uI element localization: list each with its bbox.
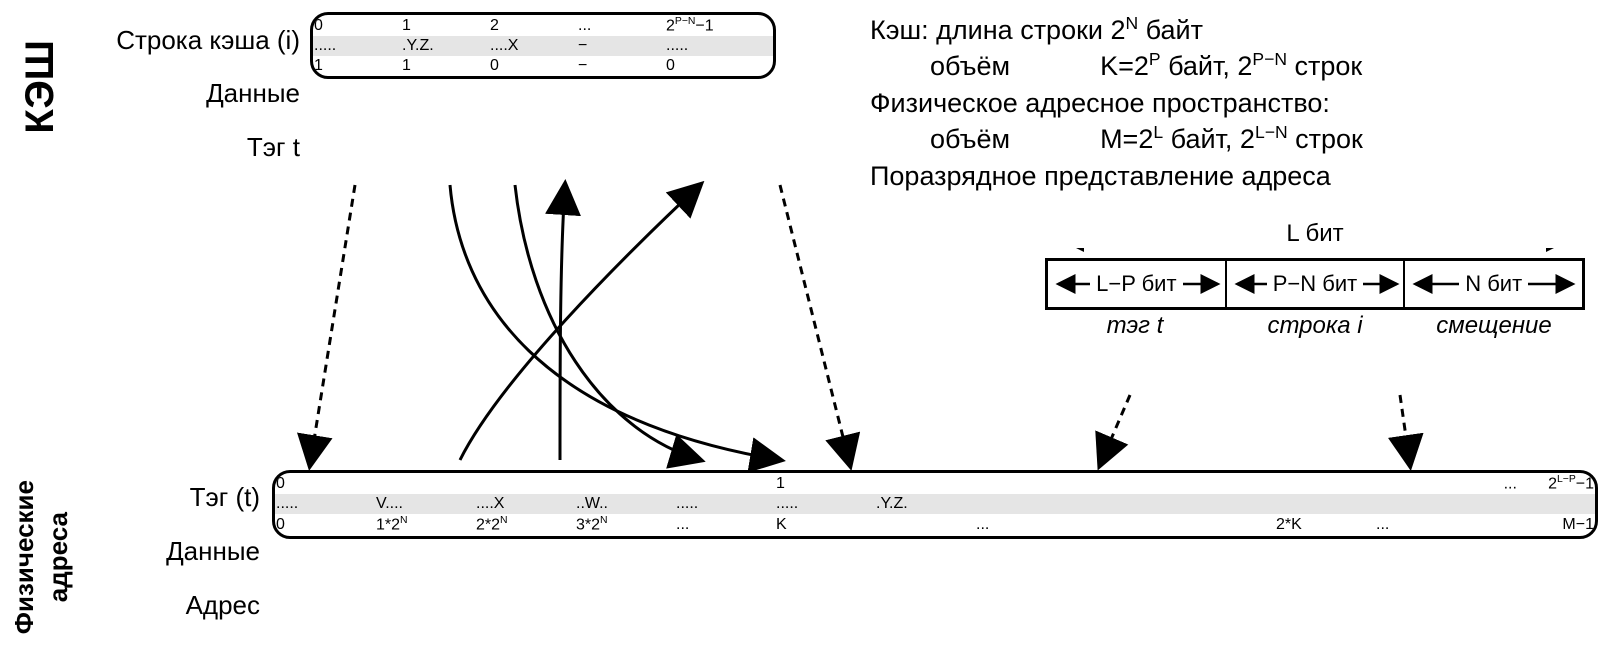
phys-data-cell: ..W.. <box>575 494 675 514</box>
phys-addr-cell: ... <box>675 514 775 535</box>
phys-row-label-0: Тэг (t) <box>90 482 260 513</box>
phys-addr-cell: M−1 <box>1475 514 1595 535</box>
phys-addr-cell: ... <box>975 514 1075 535</box>
phys-data-cell <box>1075 494 1175 514</box>
cache-cell: ..... <box>313 36 401 56</box>
info-text: Кэш: длина строки 2N байт объём K=2P бай… <box>870 12 1610 194</box>
phys-table-wrap: 01... 2L−P−1.....V........X..W..........… <box>272 470 1598 539</box>
cache-cell: 1 <box>313 56 401 76</box>
cache-cell: 2 <box>489 15 577 36</box>
cache-cell: − <box>577 56 665 76</box>
cache-cell: − <box>577 36 665 56</box>
phys-addr-cell <box>1175 514 1275 535</box>
cache-cell: .Y.Z. <box>401 36 489 56</box>
info-line: Физическое адресное пространство: <box>870 85 1610 121</box>
bitfield-cell: P−N бит <box>1227 261 1406 307</box>
info-line: Поразрядное представление адреса <box>870 158 1610 194</box>
phys-data-cell <box>975 494 1075 514</box>
cache-vertical-label: КЭШ <box>18 40 63 134</box>
phys-addr-cell: ... <box>1375 514 1475 535</box>
phys-addr-cell: 2*K <box>1275 514 1375 535</box>
phys-table: 01... 2L−P−1.....V........X..W..........… <box>275 473 1595 536</box>
cache-cell: 2P−N−1 <box>665 15 773 36</box>
phys-data-cell: ....X <box>475 494 575 514</box>
phys-data-cell: ..... <box>275 494 375 514</box>
cache-cell: ... <box>577 15 665 36</box>
phys-addr-cell: K <box>775 514 875 535</box>
phys-vertical-label: Физические адреса <box>8 480 76 634</box>
cache-cell: 1 <box>401 56 489 76</box>
phys-tag-cell: ... 2L−P−1 <box>1275 473 1595 494</box>
info-line: объём K=2P байт, 2P−N строк <box>870 48 1610 84</box>
cache-cell: 1 <box>401 15 489 36</box>
phys-data-cell: ..... <box>675 494 775 514</box>
cache-cell: 0 <box>489 56 577 76</box>
cache-row-label-0: Строка кэша (i) <box>70 25 300 56</box>
phys-addr-cell: 0 <box>275 514 375 535</box>
info-line: Кэш: длина строки 2N байт <box>870 12 1610 48</box>
phys-addr-cell: 2*2N <box>475 514 575 535</box>
cache-table: 012...2P−N−1......Y.Z.....X−.....110−0 <box>313 15 773 76</box>
info-line: объём M=2L байт, 2L−N строк <box>870 121 1610 157</box>
bitfield-cell: L−P бит <box>1048 261 1227 307</box>
phys-data-cell: ..... <box>775 494 875 514</box>
phys-data-cell: V.... <box>375 494 475 514</box>
lbit-span: L бит <box>1045 222 1585 252</box>
bitfield-label: строка i <box>1225 312 1405 340</box>
bitfield: L−P битP−N битN бит <box>1045 258 1585 310</box>
cache-cell: 0 <box>665 56 773 76</box>
phys-tag-cell: 0 <box>275 473 775 494</box>
phys-data-cell: .Y.Z. <box>875 494 975 514</box>
cache-cell: ....X <box>489 36 577 56</box>
phys-addr-cell <box>875 514 975 535</box>
phys-data-cell <box>1475 494 1595 514</box>
phys-row-label-2: Адрес <box>90 590 260 621</box>
phys-data-cell <box>1375 494 1475 514</box>
cache-row-label-2: Тэг t <box>70 132 300 163</box>
phys-addr-cell: 1*2N <box>375 514 475 535</box>
phys-data-cell <box>1175 494 1275 514</box>
phys-tag-cell: 1 <box>775 473 1275 494</box>
phys-data-cell <box>1275 494 1375 514</box>
bitfield-bottom-labels: тэг tстрока iсмещение <box>1045 312 1585 340</box>
cache-table-wrap: 012...2P−N−1......Y.Z.....X−.....110−0 <box>310 12 776 79</box>
cache-cell: 0 <box>313 15 401 36</box>
phys-addr-cell <box>1075 514 1175 535</box>
bitfield-label: смещение <box>1405 312 1583 340</box>
phys-addr-cell: 3*2N <box>575 514 675 535</box>
phys-row-label-1: Данные <box>90 536 260 567</box>
cache-cell: ..... <box>665 36 773 56</box>
cache-row-label-1: Данные <box>70 78 300 109</box>
bitfield-label: тэг t <box>1045 312 1225 340</box>
bitfield-cell: N бит <box>1405 261 1582 307</box>
